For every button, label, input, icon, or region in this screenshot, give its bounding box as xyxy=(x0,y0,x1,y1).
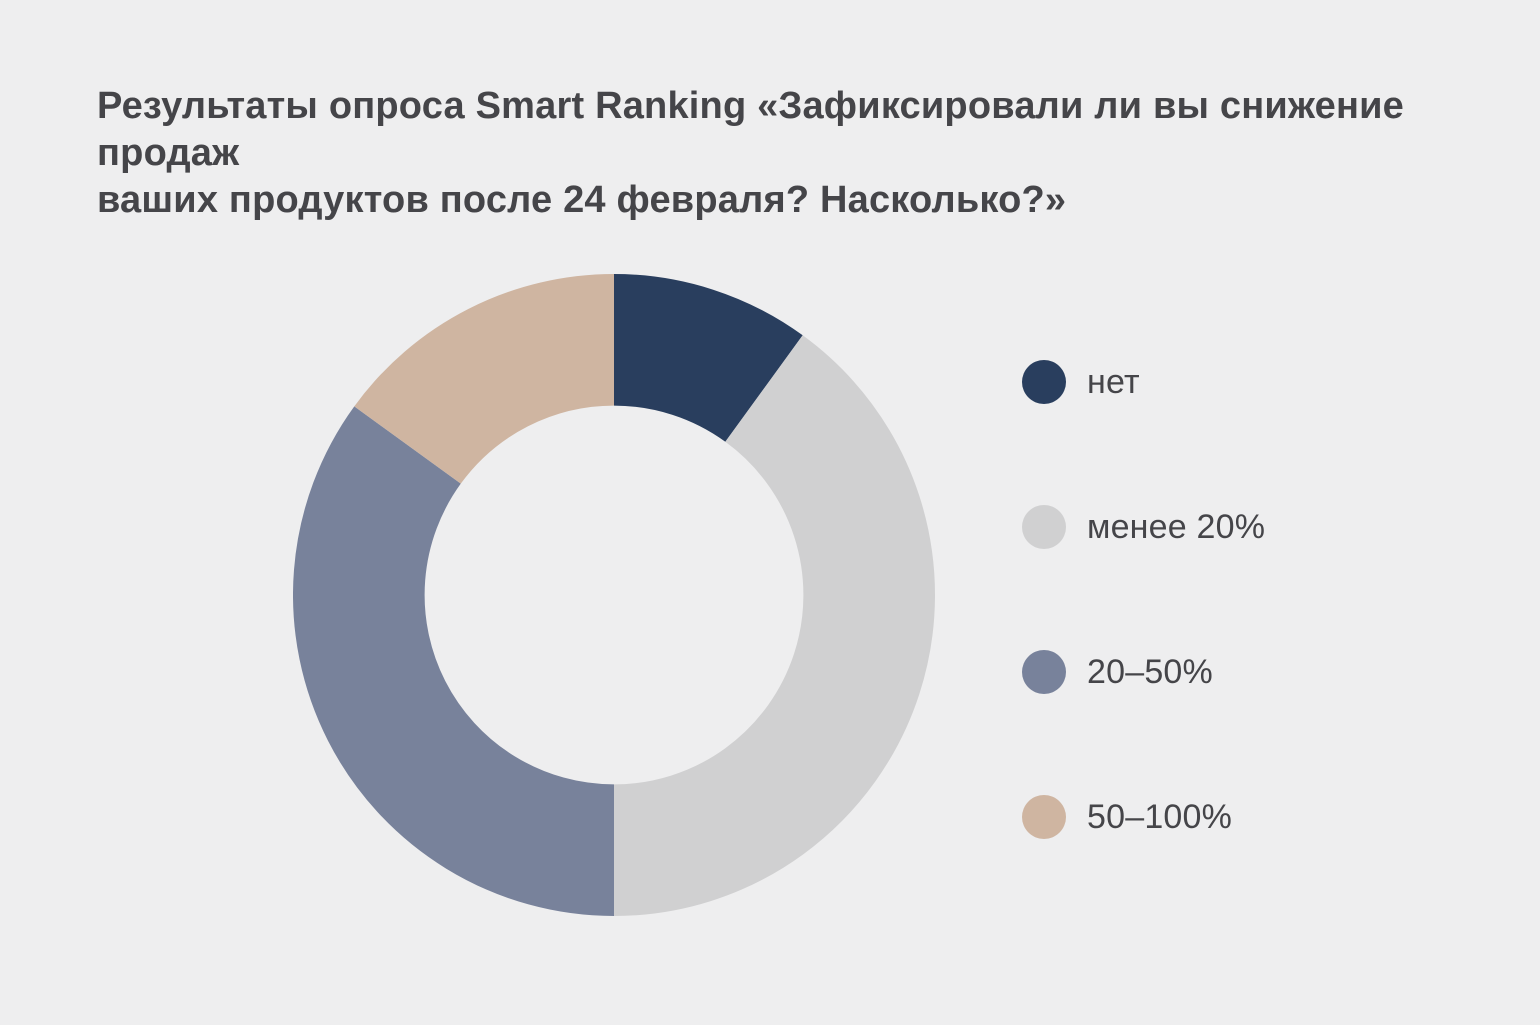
legend-swatch-icon xyxy=(1022,795,1066,839)
legend-swatch-icon xyxy=(1022,505,1066,549)
legend-item-4: 50–100% xyxy=(1022,795,1265,839)
donut-chart-area xyxy=(293,274,935,916)
legend-swatch-icon xyxy=(1022,650,1066,694)
legend-item-2: менее 20% xyxy=(1022,505,1265,549)
donut-segment-2 xyxy=(612,335,935,916)
donut-segment-1 xyxy=(612,274,803,443)
legend-label: нет xyxy=(1087,362,1140,401)
donut-chart xyxy=(293,274,935,916)
legend-label: 50–100% xyxy=(1087,797,1233,836)
legend-item-3: 20–50% xyxy=(1022,650,1265,694)
legend: нет менее 20% 20–50% 50–100% xyxy=(1022,360,1265,839)
legend-label: менее 20% xyxy=(1087,507,1266,546)
donut-segment-4 xyxy=(354,274,616,485)
legend-item-1: нет xyxy=(1022,360,1265,404)
legend-label: 20–50% xyxy=(1087,652,1213,691)
chart-title: Результаты опроса Smart Ranking «Зафикси… xyxy=(97,85,1405,221)
legend-swatch-icon xyxy=(1022,360,1066,404)
donut-segment-3 xyxy=(293,406,616,916)
